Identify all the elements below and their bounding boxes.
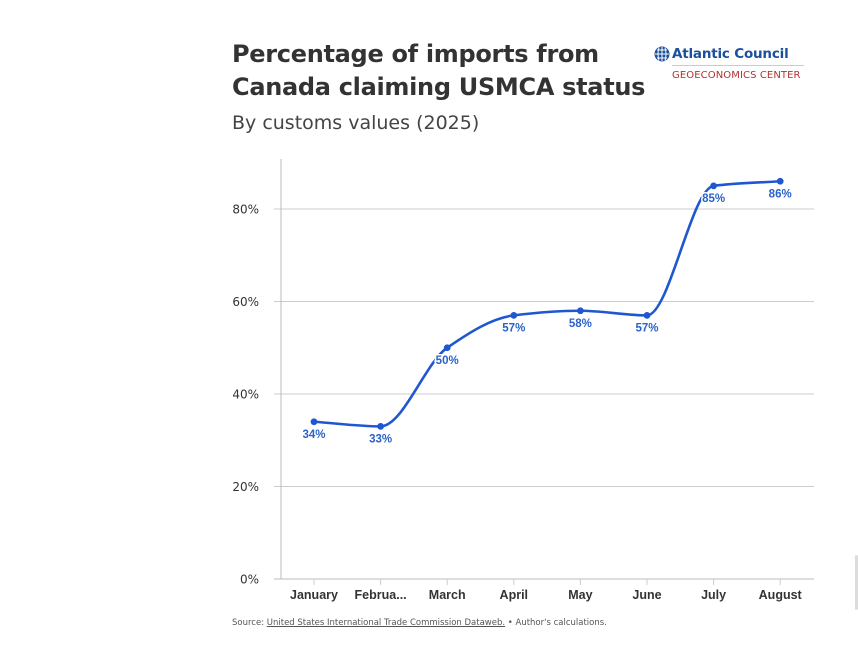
y-tick-label: 60% (232, 295, 259, 309)
chart-subtitle: By customs values (2025) (232, 112, 480, 134)
source-link[interactable]: United States International Trade Commis… (266, 618, 506, 628)
data-label: 86% (769, 188, 792, 200)
data-label: 33% (369, 433, 392, 445)
y-tick-label: 20% (232, 480, 259, 494)
data-label: 34% (302, 429, 325, 441)
x-tick-label: June (632, 588, 661, 602)
series-line (313, 179, 781, 428)
y-tick-label: 0% (240, 573, 259, 587)
data-labels: 34% 33% 50% 57% 58% 57% 85% 86% (301, 187, 793, 447)
y-tick-label: 40% (232, 388, 259, 402)
axes (274, 159, 814, 585)
x-tick-label: March (429, 588, 466, 602)
y-tick-label: 80% (232, 203, 259, 217)
data-label: 57% (502, 322, 525, 334)
data-label: 50% (436, 355, 459, 367)
gridlines (274, 208, 814, 487)
x-tick-label: January (290, 588, 338, 602)
data-point[interactable] (577, 307, 584, 315)
y-tick-labels: 0% 20% 40% 60% 80% (232, 203, 259, 587)
source-note: Source: United States International Trad… (232, 618, 607, 628)
globe-icon (654, 46, 670, 62)
source-prefix: Source: (232, 618, 267, 628)
x-tick-label: Februa... (355, 588, 407, 602)
logo-subname: GEOECONOMICS CENTER (672, 70, 801, 81)
scrollbar[interactable] (855, 555, 858, 610)
data-point[interactable] (377, 422, 384, 430)
data-label: 58% (569, 318, 592, 330)
x-tick-label: May (568, 588, 592, 602)
x-tick-label: July (701, 588, 726, 602)
data-point[interactable] (310, 418, 318, 426)
data-point[interactable] (643, 311, 651, 319)
data-point[interactable] (443, 344, 451, 352)
data-point[interactable] (710, 182, 717, 190)
x-tick-label: April (500, 588, 528, 602)
atlantic-council-logo: Atlantic Council GEOECONOMICS CENTER (654, 46, 814, 81)
source-suffix: • Author's calculations. (505, 618, 607, 628)
data-points (310, 177, 784, 430)
data-point[interactable] (776, 177, 784, 185)
logo-name: Atlantic Council (672, 46, 789, 62)
x-tick-label: August (759, 588, 803, 602)
chart-title: Percentage of imports from Canada claimi… (232, 40, 646, 101)
logo-divider (672, 65, 804, 66)
data-point[interactable] (510, 311, 518, 319)
data-label: 57% (635, 322, 658, 334)
x-tick-labels: January Februa... March April May June July Aug… (290, 588, 803, 602)
data-label: 85% (702, 193, 725, 205)
